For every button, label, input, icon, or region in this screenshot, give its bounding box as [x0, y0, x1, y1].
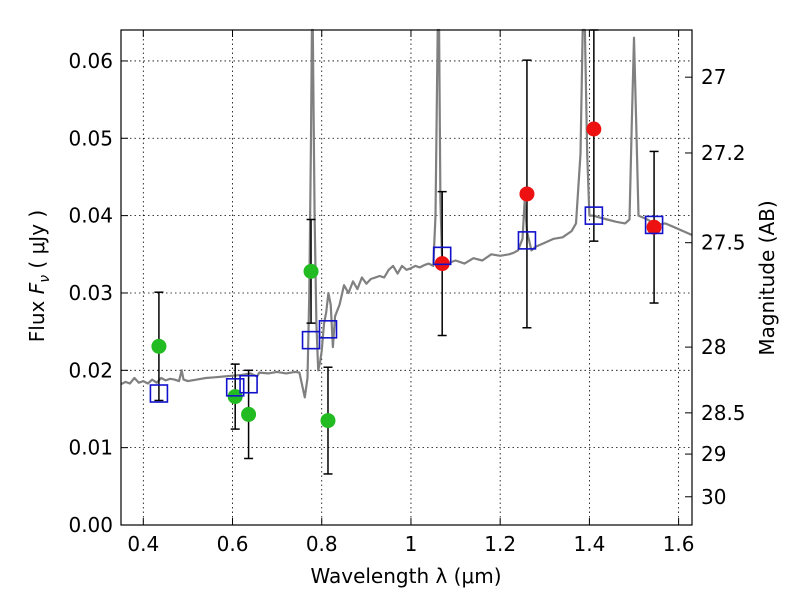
grid: [121, 30, 692, 525]
y-tick-label: 0.06: [68, 49, 113, 73]
x-tick-label: 1.6: [663, 532, 695, 556]
x-tick-label: 0.8: [306, 532, 338, 556]
y-tick-label: 0.03: [68, 281, 113, 305]
right-tick-label: 28.5: [701, 401, 746, 425]
blue-square-point: [432, 246, 452, 266]
plot-frame: [120, 29, 693, 526]
red-data-point: [519, 186, 535, 202]
axis-ticks: 0.4 0.6 0.8 1 1.2 1.4 1.6 0.00 0.01 0.02 0.03 0.04 0…: [68, 30, 746, 556]
y-tick-label: 0.05: [68, 126, 113, 150]
green-data-point: [303, 263, 319, 279]
x-tick-label: 0.4: [127, 532, 159, 556]
blue-square-point: [584, 206, 604, 225]
red-data-point: [586, 121, 602, 137]
x-axis-label: Wavelength λ (μm): [310, 564, 501, 588]
blue-square-point: [517, 231, 537, 250]
blue-square-point: [239, 374, 258, 394]
y-axis-label: Flux Fν ( μJy ): [25, 210, 53, 342]
blue-square-point: [301, 330, 321, 350]
red-data-point: [646, 219, 662, 235]
x-tick-label: 1.2: [484, 532, 516, 556]
x-tick-label: 1.4: [573, 532, 605, 556]
y-tick-label: 0.02: [68, 358, 113, 382]
model-spectrum: [120, 28, 693, 399]
x-tick-label: 0.6: [217, 532, 249, 556]
blue-square-point: [149, 384, 169, 403]
y-axis-right-label: Magnitude (AB): [755, 200, 779, 355]
blue-square-point: [644, 215, 664, 235]
data-markers: [149, 121, 664, 429]
green-data-point: [320, 413, 336, 429]
right-tick-label: 29: [701, 442, 726, 466]
spectrum-line: [120, 28, 693, 399]
green-data-point: [241, 406, 257, 422]
y-tick-label: 0.01: [68, 436, 113, 460]
right-tick-label: 27.5: [701, 231, 746, 255]
green-data-point: [151, 338, 167, 354]
right-tick-label: 27: [701, 65, 726, 89]
y-tick-label: 0.00: [68, 513, 113, 537]
y-tick-label: 0.04: [68, 204, 113, 228]
blue-square-point: [225, 378, 245, 397]
right-tick-label: 27.2: [701, 141, 746, 165]
right-tick-label: 30: [701, 485, 726, 509]
x-tick-label: 1: [405, 532, 418, 556]
blue-square-point: [318, 320, 338, 339]
error-bars: [154, 29, 659, 475]
right-tick-label: 28: [701, 335, 726, 359]
